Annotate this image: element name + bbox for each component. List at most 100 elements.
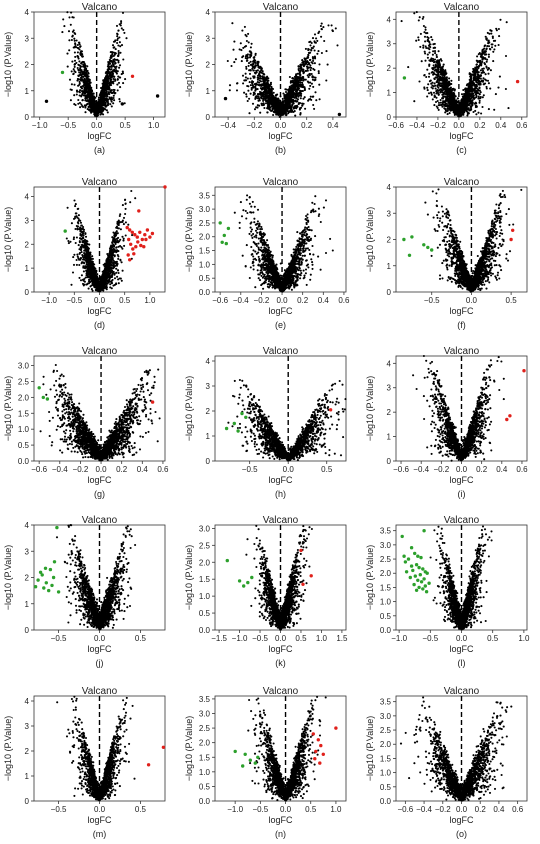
- data-point: [478, 101, 481, 104]
- data-point: [437, 104, 440, 107]
- data-point: [487, 45, 491, 48]
- data-point: [66, 65, 69, 68]
- x-tick-label: −0.4: [220, 121, 236, 130]
- data-point: [291, 103, 294, 106]
- data-point: [78, 48, 81, 51]
- scatter-points: [226, 22, 339, 119]
- data-point: [243, 25, 246, 28]
- data-point: [300, 68, 303, 71]
- data-point: [471, 101, 474, 104]
- x-tick-label: 0.0: [91, 121, 103, 130]
- data-point: [107, 70, 110, 73]
- data-point: [322, 26, 325, 29]
- data-point: [233, 40, 236, 43]
- data-point: [422, 44, 425, 47]
- data-point: [477, 73, 480, 76]
- data-point: [79, 45, 82, 48]
- y-tick-label: 4: [206, 8, 211, 17]
- data-point: [253, 91, 256, 94]
- data-point: [488, 41, 491, 44]
- data-point: [492, 50, 495, 53]
- data-point: [63, 25, 66, 28]
- data-point: [451, 103, 454, 106]
- data-point: [439, 73, 443, 76]
- data-point: [422, 24, 425, 28]
- data-point: [256, 78, 259, 81]
- data-point: [426, 89, 429, 92]
- data-point: [446, 99, 449, 102]
- data-point: [441, 84, 444, 87]
- data-point: [282, 112, 285, 115]
- data-point: [235, 89, 239, 92]
- data-point: [297, 92, 300, 95]
- data-point: [281, 100, 284, 103]
- data-point: [282, 103, 285, 106]
- data-point: [477, 89, 480, 92]
- x-tick-label: −0.6: [388, 121, 404, 130]
- data-point: [114, 52, 117, 55]
- data-point: [254, 71, 257, 74]
- data-point: [424, 28, 427, 31]
- y-tick-label: 0: [25, 113, 30, 122]
- data-point: [483, 47, 486, 50]
- data-point: [467, 95, 470, 98]
- data-point: [98, 106, 101, 109]
- data-point: [115, 71, 118, 74]
- data-point: [299, 81, 302, 84]
- data-point: [256, 97, 259, 100]
- x-tick-label: −0.4: [409, 121, 425, 130]
- data-point: [75, 39, 78, 42]
- data-point: [431, 59, 434, 62]
- data-point: [481, 96, 484, 99]
- data-point: [484, 44, 487, 47]
- series-up: [515, 79, 520, 84]
- data-point: [476, 55, 479, 58]
- data-point: [111, 51, 114, 55]
- data-point: [114, 62, 117, 65]
- data-point: [88, 80, 91, 83]
- data-point: [433, 104, 436, 107]
- data-point: [100, 95, 103, 98]
- scatter-points: [400, 11, 510, 118]
- data-point: [307, 81, 310, 84]
- data-point: [314, 91, 317, 94]
- data-point: [422, 46, 425, 49]
- data-point: [107, 91, 110, 94]
- data-point: [437, 108, 440, 111]
- data-point: [487, 53, 490, 56]
- data-point: [421, 17, 424, 20]
- data-point: [294, 114, 297, 117]
- data-point: [290, 91, 294, 94]
- data-point: [464, 104, 468, 107]
- data-point: [486, 68, 489, 71]
- data-point: [436, 78, 439, 81]
- data-point: [481, 105, 484, 109]
- y-tick-label: 1: [25, 87, 30, 96]
- data-point: [434, 84, 437, 87]
- data-point: [102, 107, 105, 110]
- data-point: [76, 90, 79, 93]
- data-point: [474, 106, 477, 109]
- data-point: [433, 82, 436, 85]
- data-point: [471, 96, 475, 99]
- data-point: [270, 103, 273, 106]
- data-point-ns: [223, 96, 228, 101]
- data-point: [428, 64, 431, 67]
- data-point: [498, 35, 501, 38]
- data-point: [297, 77, 300, 80]
- data-point: [80, 70, 83, 73]
- data-point: [99, 113, 102, 116]
- data-point: [250, 88, 253, 91]
- data-point: [444, 83, 448, 87]
- x-tick-label: 1.0: [148, 121, 160, 130]
- data-point: [112, 94, 115, 97]
- data-point: [277, 113, 280, 117]
- data-point: [486, 79, 490, 82]
- data-point: [312, 57, 315, 60]
- panel-title: Valcano: [444, 2, 480, 13]
- data-point: [478, 86, 481, 89]
- data-point: [69, 88, 72, 91]
- data-point: [299, 70, 302, 73]
- data-point: [297, 84, 300, 87]
- data-point: [467, 97, 470, 100]
